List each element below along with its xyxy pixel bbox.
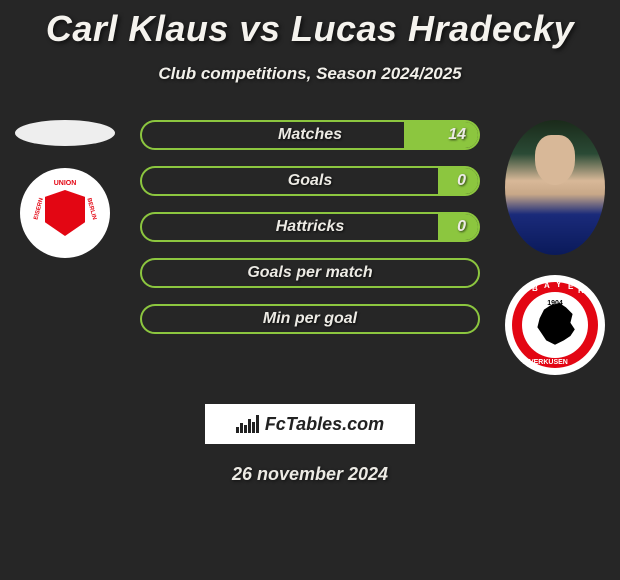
comparison-date: 26 november 2024: [0, 464, 620, 485]
stat-label: Goals: [288, 172, 332, 190]
subtitle: Club competitions, Season 2024/2025: [0, 64, 620, 84]
fctables-text: FcTables.com: [265, 414, 384, 435]
stat-row: Matches 14: [140, 120, 480, 150]
left-player-column: UNION EISERN BERLIN: [10, 120, 120, 258]
stat-row: Goals 0: [140, 166, 480, 196]
union-berlin-logo: UNION EISERN BERLIN: [30, 178, 100, 248]
stat-row: Hattricks 0: [140, 212, 480, 242]
right-player-avatar: [505, 120, 605, 255]
fctables-chart-icon: [236, 415, 259, 433]
right-club-badge: 1904 B A Y E R LEVERKUSEN: [505, 275, 605, 375]
left-player-avatar-placeholder: [15, 120, 115, 146]
stat-label: Min per goal: [263, 310, 357, 328]
page-title: Carl Klaus vs Lucas Hradecky: [0, 0, 620, 50]
stat-label: Goals per match: [247, 264, 372, 282]
bayer-leverkusen-logo: 1904 B A Y E R LEVERKUSEN: [512, 282, 598, 368]
stat-row: Goals per match: [140, 258, 480, 288]
union-logo-text: UNION: [30, 180, 100, 187]
stat-value-right: 0: [457, 218, 466, 236]
stat-row: Min per goal: [140, 304, 480, 334]
stats-list: Matches 14 Goals 0 Hattricks 0 Goals per match…: [140, 120, 480, 350]
stat-value-right: 0: [457, 172, 466, 190]
left-club-badge: UNION EISERN BERLIN: [20, 168, 110, 258]
right-player-column: 1904 B A Y E R LEVERKUSEN: [500, 120, 610, 375]
stat-label: Hattricks: [276, 218, 344, 236]
stat-fill-right: [404, 122, 478, 148]
comparison-area: UNION EISERN BERLIN 1904 B A Y E R: [0, 120, 620, 380]
stat-value-right: 14: [448, 126, 466, 144]
fctables-badge: FcTables.com: [205, 404, 415, 444]
stat-label: Matches: [278, 126, 342, 144]
